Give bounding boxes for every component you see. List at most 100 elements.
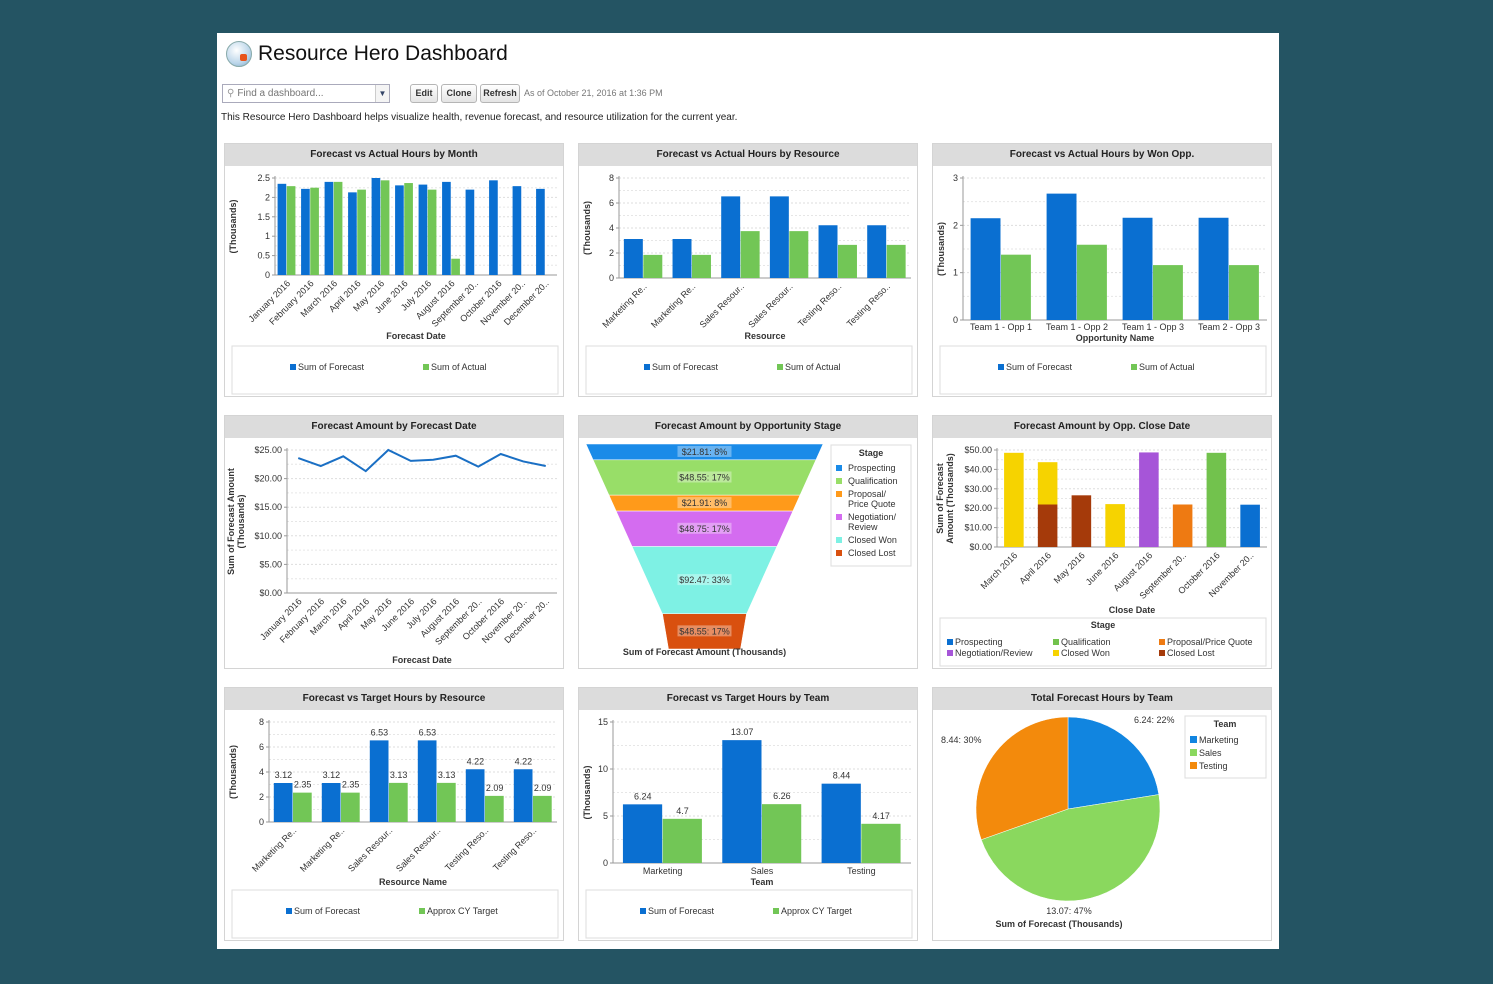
bar[interactable]	[369, 740, 389, 822]
bar[interactable]	[762, 804, 802, 863]
legend-item[interactable]: Approx CY Target	[419, 906, 498, 916]
legend-item[interactable]: Marketing	[1190, 735, 1239, 745]
bar[interactable]	[789, 231, 809, 278]
bar[interactable]	[357, 189, 366, 275]
bar[interactable]	[418, 184, 428, 275]
bar[interactable]	[1077, 244, 1107, 320]
bar[interactable]	[512, 186, 522, 275]
dashboard-search[interactable]: ⚲ ▼	[222, 84, 390, 103]
funnel-segment[interactable]: $21.81: 8%	[585, 443, 824, 461]
bar[interactable]	[348, 192, 357, 275]
bar[interactable]	[310, 187, 319, 275]
bar[interactable]	[324, 181, 334, 275]
legend-item[interactable]: Prospecting	[947, 637, 1003, 647]
chart[interactable]: $0.00 $10.00 $20.00 $30.00 $40.00 $50.00 Sum o…	[933, 438, 1273, 670]
bar[interactable]	[389, 782, 408, 822]
bar[interactable]	[333, 181, 343, 275]
bar[interactable]	[1046, 193, 1077, 320]
bar[interactable]	[1198, 217, 1229, 320]
bar[interactable]	[489, 180, 498, 275]
legend-item[interactable]: Sum of Forecast	[644, 362, 719, 372]
edit-button[interactable]: Edit	[410, 84, 438, 103]
bar[interactable]	[867, 225, 887, 278]
bar[interactable]	[293, 792, 312, 822]
search-input[interactable]	[237, 88, 373, 99]
legend-item[interactable]: Sum of Actual	[423, 362, 487, 372]
legend-item[interactable]: Qualification	[836, 476, 898, 486]
bar[interactable]	[536, 188, 545, 275]
bar[interactable]	[465, 769, 485, 822]
chart[interactable]: $0.00 $5.00 $10.00 $15.00 $20.00 $25.00 Sum of…	[225, 438, 565, 670]
bar-segment[interactable]	[1071, 495, 1092, 547]
funnel-segment[interactable]: $92.47: 33%	[631, 546, 778, 614]
legend-item[interactable]: Sum of Actual	[1131, 362, 1195, 372]
bar-segment[interactable]	[1105, 504, 1125, 547]
chevron-down-icon[interactable]: ▼	[375, 85, 389, 102]
bar[interactable]	[672, 239, 692, 278]
bar[interactable]	[442, 181, 451, 275]
legend-item[interactable]: Closed Lost	[1159, 648, 1215, 658]
legend-item[interactable]: Approx CY Target	[773, 906, 852, 916]
bar-segment[interactable]	[1139, 452, 1159, 547]
pie-slice[interactable]	[975, 716, 1069, 841]
funnel-segment[interactable]: $48.55: 17%	[662, 613, 747, 650]
bar[interactable]	[533, 795, 552, 822]
clone-button[interactable]: Clone	[441, 84, 477, 103]
bar[interactable]	[769, 196, 789, 278]
bar[interactable]	[301, 188, 310, 275]
bar[interactable]	[740, 231, 760, 278]
bar[interactable]	[451, 258, 460, 275]
bar[interactable]	[1229, 265, 1259, 320]
bar[interactable]	[513, 769, 533, 822]
bar[interactable]	[465, 189, 475, 275]
bar[interactable]	[821, 783, 861, 863]
bar[interactable]	[427, 189, 437, 275]
legend-item[interactable]: Sum of Forecast	[998, 362, 1073, 372]
bar[interactable]	[622, 804, 663, 863]
legend-item[interactable]: Proposal/Price Quote	[1159, 637, 1253, 647]
legend-item[interactable]: Closed Won	[1053, 648, 1110, 658]
legend-item[interactable]: Sum of Forecast	[286, 906, 361, 916]
chart[interactable]: 0 2 4 6 8 (Thousands) Resource Marketing Re.. Ma…	[579, 166, 919, 398]
legend-item[interactable]: Closed Won	[836, 535, 897, 545]
funnel-segment[interactable]: $21.91: 8%	[608, 494, 801, 512]
bar[interactable]	[970, 218, 1001, 320]
bar[interactable]	[861, 823, 901, 863]
bar[interactable]	[321, 783, 341, 822]
chart[interactable]: $21.81: 8% $48.55: 17% $21.91: 8% $48.75: 1…	[579, 438, 919, 670]
bar[interactable]	[341, 792, 360, 822]
bar[interactable]	[662, 818, 702, 863]
bar[interactable]	[371, 178, 381, 275]
legend-item[interactable]: Testing	[1190, 761, 1228, 771]
bar[interactable]	[437, 782, 456, 822]
funnel-segment[interactable]: $48.55: 17%	[592, 459, 817, 496]
legend-item[interactable]: Proposal/Price Quote	[836, 489, 896, 509]
bar[interactable]	[838, 244, 857, 278]
bar[interactable]	[286, 186, 296, 275]
chart[interactable]: 6.24: 22% 13.07: 47% 8.44: 30% Sum of Forec…	[933, 710, 1273, 942]
bar[interactable]	[404, 183, 413, 275]
bar-segment[interactable]	[1037, 462, 1058, 505]
chart[interactable]: 0 5 10 15 (Thousands) Team Marketing Sales Testi…	[579, 710, 919, 942]
bar[interactable]	[277, 183, 287, 275]
refresh-button[interactable]: Refresh	[480, 84, 520, 103]
bar[interactable]	[721, 196, 741, 278]
bar[interactable]	[1122, 217, 1153, 320]
bar-segment[interactable]	[1240, 504, 1260, 547]
bar[interactable]	[692, 254, 711, 278]
bar[interactable]	[1001, 254, 1031, 320]
chart[interactable]: 00.511.522.5(Thousands)Forecast DateJanu…	[225, 166, 565, 398]
chart[interactable]: 0 2 4 6 8 (Thousands) Resource Name Marketing R…	[225, 710, 565, 942]
bar[interactable]	[722, 740, 762, 863]
bar-segment[interactable]	[1206, 452, 1227, 547]
pie-slice[interactable]	[980, 794, 1161, 902]
legend-item[interactable]: Sum of Actual	[777, 362, 841, 372]
legend-item[interactable]: Qualification	[1053, 637, 1111, 647]
bar[interactable]	[417, 740, 437, 822]
legend-item[interactable]: Sum of Forecast	[290, 362, 365, 372]
legend-item[interactable]: Closed Lost	[836, 548, 896, 558]
bar[interactable]	[623, 239, 643, 278]
bar-segment[interactable]	[1004, 452, 1024, 547]
bar[interactable]	[380, 180, 390, 275]
